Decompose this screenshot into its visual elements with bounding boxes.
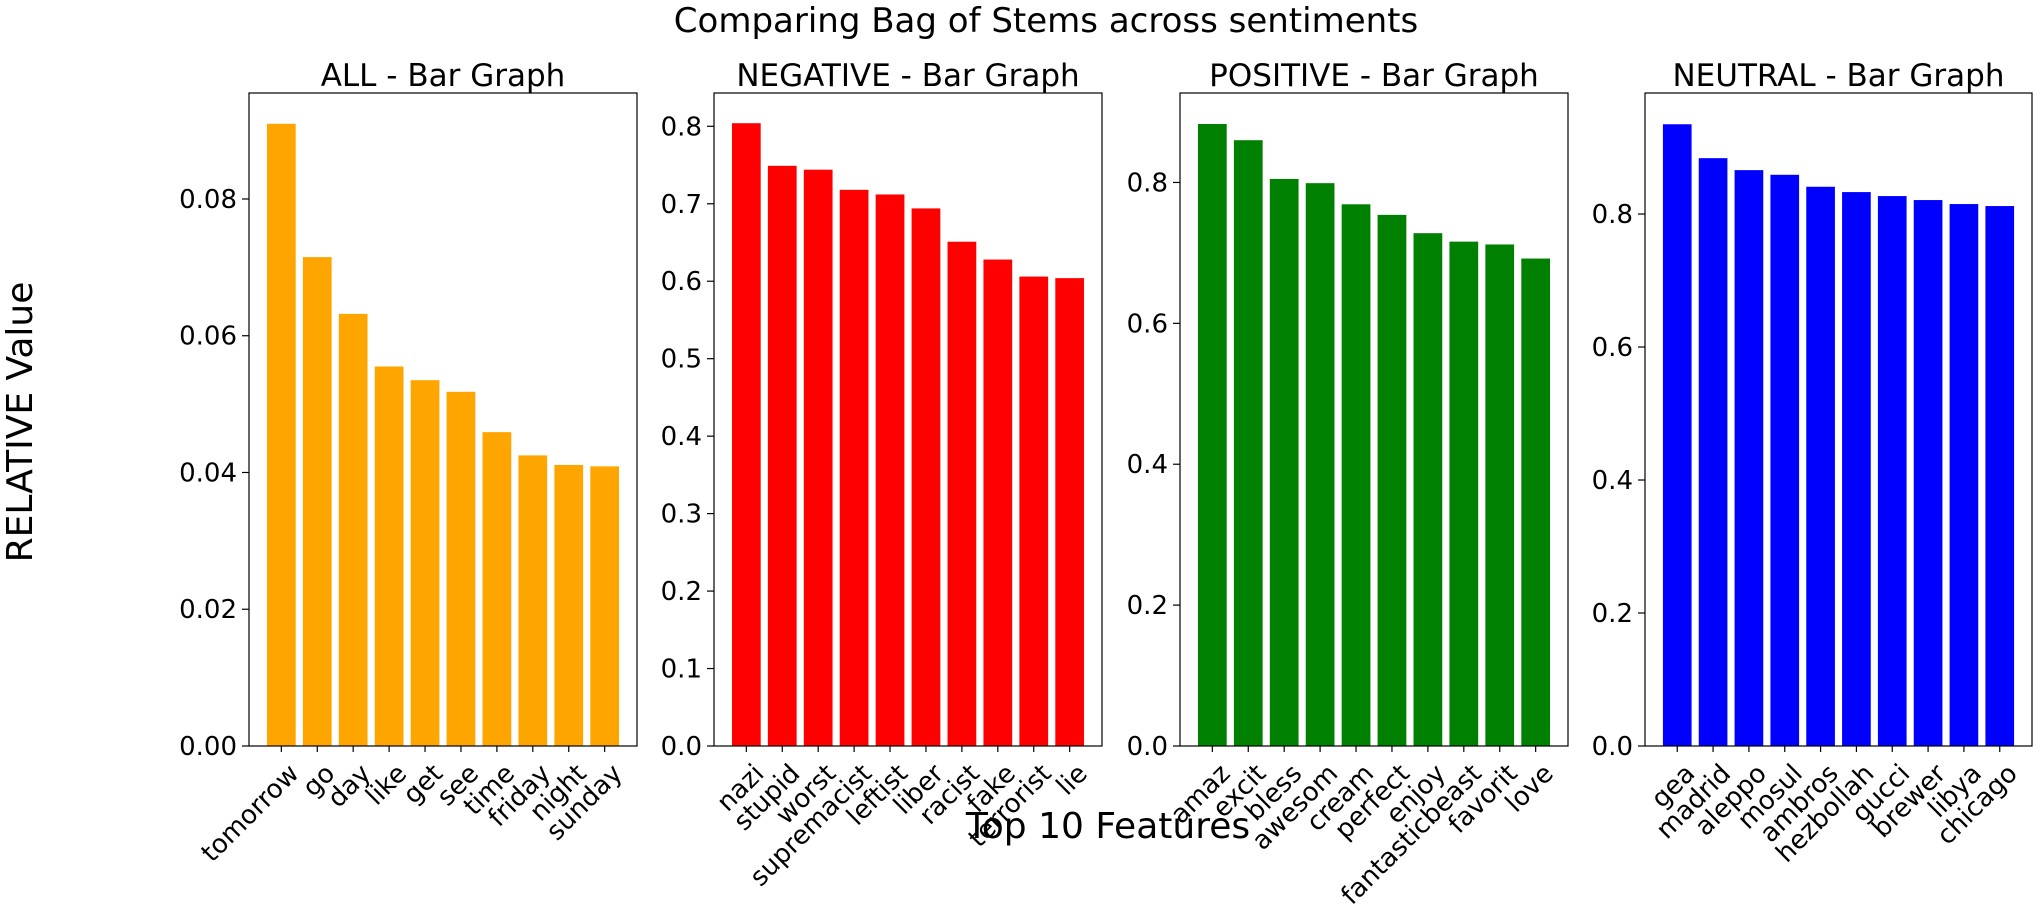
bar-worst [803, 169, 833, 746]
bar-liber [911, 208, 941, 747]
y-tick-label: 0.0 [661, 732, 702, 762]
y-tick-label: 0.6 [1127, 309, 1168, 339]
axes-frame [248, 92, 638, 747]
y-axis-label: RELATIVE Value [0, 282, 41, 563]
bar-lie [1055, 278, 1085, 746]
bar-friday [518, 455, 548, 746]
y-tick-label: 0.8 [661, 112, 702, 142]
y-tick-label: 0.06 [179, 322, 237, 352]
bar-mosul [1770, 174, 1800, 746]
subplot-3: NEUTRAL - Bar Graphgeamadridaleppomosula… [1592, 58, 2033, 869]
y-tick-label: 0.5 [661, 345, 702, 375]
bar-gucci [1877, 196, 1907, 747]
subplot-title: ALL - Bar Graph [321, 58, 566, 94]
bar-tomorrow [266, 123, 296, 746]
bar-amaz [1197, 123, 1227, 746]
bar-go [302, 257, 332, 746]
y-tick-label: 0.3 [661, 500, 702, 530]
bar-gea [1662, 124, 1692, 747]
subplot-title: POSITIVE - Bar Graph [1209, 58, 1539, 94]
bar-libya [1949, 204, 1979, 746]
bar-supremacist [839, 189, 869, 747]
y-tick-label: 0.08 [179, 185, 237, 215]
y-tick-label: 0.04 [179, 458, 237, 488]
bar-excit [1233, 140, 1263, 746]
bar-chicago [1985, 206, 2015, 746]
subplot-1: NEGATIVE - Bar Graphnazistupidworstsupre… [661, 58, 1103, 893]
bar-cream [1341, 204, 1371, 746]
bar-nazi [731, 123, 761, 746]
subplot-title: NEUTRAL - Bar Graph [1672, 58, 2004, 94]
x-axis-label: Top 10 Features [965, 806, 1250, 847]
bar-enjoy [1413, 233, 1443, 746]
y-tick-label: 0.4 [1127, 450, 1168, 480]
y-tick-label: 0.0 [1127, 732, 1168, 762]
bar-fantasticbeast [1449, 241, 1479, 746]
y-tick-label: 0.1 [661, 655, 702, 685]
axes-frame [1179, 92, 1569, 747]
bar-terrorist [1019, 276, 1049, 746]
bar-brewer [1913, 200, 1943, 747]
bar-ambros [1806, 186, 1835, 747]
y-tick-label: 0.8 [1127, 168, 1168, 198]
y-tick-label: 0.02 [179, 595, 237, 625]
bar-night [554, 464, 584, 746]
bar-love [1521, 258, 1551, 746]
bar-racist [947, 241, 977, 746]
y-tick-label: 0.0 [1592, 732, 1633, 762]
y-tick-label: 0.00 [179, 732, 237, 762]
bar-awesom [1305, 183, 1335, 746]
bar-day [338, 313, 368, 746]
axes-frame [713, 92, 1103, 747]
bar-leftist [875, 194, 905, 747]
bar-sunday [590, 466, 620, 746]
y-tick-label: 0.8 [1592, 200, 1633, 230]
subplots: ALL - Bar Graphtomorrowgodaylikegetseeti… [179, 58, 2033, 911]
subplot-2: POSITIVE - Bar Graphamazexcitblessawesom… [1127, 58, 1569, 911]
figure-title: Comparing Bag of Stems across sentiments [674, 1, 1418, 41]
x-tick-label: lie [1051, 759, 1094, 802]
bar-favorit [1485, 244, 1515, 746]
bar-time [482, 432, 512, 746]
bar-get [410, 380, 440, 746]
y-tick-label: 0.6 [661, 267, 702, 297]
bar-see [446, 391, 476, 746]
y-tick-label: 0.6 [1592, 333, 1633, 363]
bar-aleppo [1734, 170, 1764, 746]
bar-stupid [767, 165, 797, 746]
y-tick-label: 0.4 [1592, 466, 1633, 496]
bar-madrid [1698, 158, 1728, 747]
y-tick-label: 0.4 [661, 422, 702, 452]
bar-perfect [1377, 214, 1407, 746]
bar-like [374, 366, 404, 746]
y-tick-label: 0.2 [1127, 591, 1168, 621]
subplot-0: ALL - Bar Graphtomorrowgodaylikegetseeti… [179, 58, 638, 869]
bar-hezbollah [1842, 192, 1871, 746]
x-tick-label: tomorrow [196, 759, 306, 869]
y-tick-label: 0.2 [1592, 599, 1633, 629]
axes-frame [1644, 92, 2033, 747]
y-tick-label: 0.2 [661, 577, 702, 607]
y-tick-label: 0.7 [661, 190, 702, 220]
bar-fake [983, 259, 1013, 746]
bar-bless [1269, 178, 1299, 747]
subplot-title: NEGATIVE - Bar Graph [736, 58, 1079, 94]
